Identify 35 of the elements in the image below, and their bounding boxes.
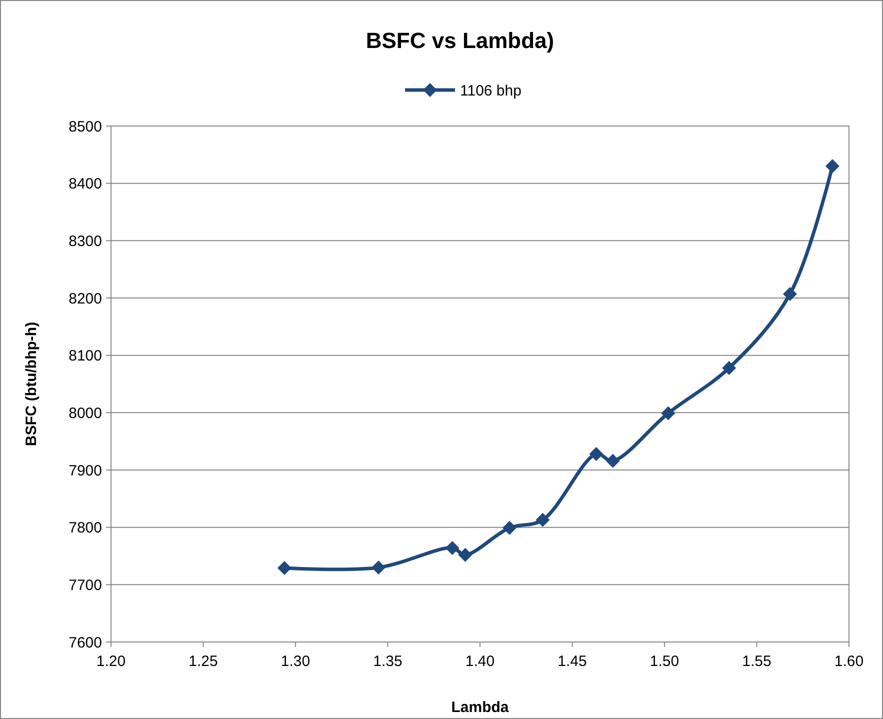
y-tick-label: 8000 (68, 404, 102, 422)
y-tick-label: 8500 (68, 118, 102, 136)
y-tick-label: 8200 (68, 290, 102, 308)
x-tick-label: 1.60 (834, 653, 864, 670)
y-tick-label: 7700 (68, 576, 102, 594)
y-tick-label: 8400 (68, 176, 102, 193)
x-tick-label: 1.55 (742, 653, 772, 670)
x-tick-label: 1.30 (280, 653, 310, 670)
point (372, 560, 386, 574)
x-tick-label: 1.35 (373, 653, 402, 670)
x-axis-title: Lambda (451, 699, 510, 716)
point (277, 561, 292, 576)
point (782, 286, 797, 301)
legend-label: 1106 bhp (460, 82, 522, 100)
x-tick-label: 1.50 (650, 653, 680, 670)
point (458, 548, 472, 562)
y-tick-label: 7900 (68, 462, 102, 480)
x-tick-label: 1.25 (188, 653, 218, 670)
chart-title: BSFC vs Lambda) (366, 28, 554, 53)
point (606, 454, 620, 468)
point (589, 446, 604, 461)
y-tick-label: 7600 (68, 634, 102, 652)
point (722, 360, 736, 375)
x-tick-label: 1.45 (558, 653, 587, 670)
point (536, 512, 550, 527)
x-tick-label: 1.20 (96, 653, 126, 670)
y-axis-title: BSFC (btu/bhp-h) (23, 322, 40, 446)
y-tick-label: 7800 (68, 520, 102, 537)
point (825, 159, 840, 174)
x-tick-label: 1.40 (465, 653, 495, 670)
y-tick-label: 8300 (68, 232, 102, 250)
point (502, 520, 517, 535)
point (661, 406, 676, 420)
point (445, 540, 460, 555)
y-tick-label: 8100 (68, 348, 102, 365)
